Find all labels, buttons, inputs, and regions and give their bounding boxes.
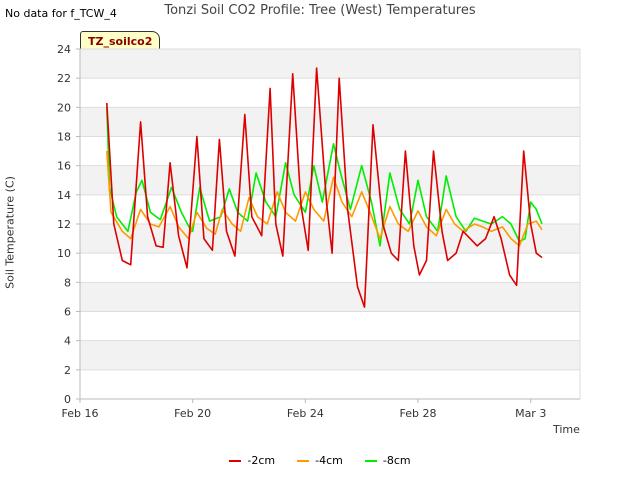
series-line-neg8cm — [106, 107, 543, 247]
no-data-notice: No data for f_TCW_4 — [5, 7, 117, 20]
y-tick-label: 6 — [64, 306, 71, 319]
y-tick-label: 2 — [64, 364, 71, 377]
legend-item: -2cm — [229, 454, 275, 467]
x-axis-label: Time — [553, 423, 580, 436]
grid-band — [80, 78, 580, 108]
chart-title: Tonzi Soil CO2 Profile: Tree (West) Temp… — [164, 3, 476, 18]
y-tick-label: 8 — [64, 276, 71, 289]
grid-band — [80, 49, 580, 79]
legend-label: -4cm — [315, 454, 343, 467]
grid-band — [80, 340, 580, 370]
y-tick-label: 10 — [57, 247, 71, 260]
grid-band — [80, 253, 580, 283]
legend-label: -8cm — [382, 454, 411, 467]
y-tick-label: 24 — [57, 43, 71, 56]
y-tick-label: 20 — [57, 101, 71, 114]
legend-label: -2cm — [247, 454, 276, 467]
legend-swatch — [364, 460, 377, 462]
series-line-neg4cm — [106, 151, 543, 247]
grid-band — [80, 107, 580, 137]
y-tick-label: 12 — [57, 218, 71, 231]
series-line-neg2cm — [106, 67, 543, 308]
grid-band — [80, 369, 580, 399]
x-tick-label: Feb 28 — [400, 407, 437, 420]
y-tick-label: 22 — [57, 72, 71, 85]
x-tick-label: Feb 24 — [287, 407, 324, 420]
legend-swatch — [229, 460, 242, 462]
legend-item: -4cm — [297, 454, 343, 467]
x-tick-label: Feb 20 — [174, 407, 211, 420]
y-tick-label: 16 — [57, 160, 71, 173]
y-tick-label: 0 — [64, 393, 71, 406]
y-tick-label: 4 — [64, 335, 71, 348]
grid-band — [80, 282, 580, 312]
y-tick-label: 18 — [57, 131, 71, 144]
x-tick-label: Mar 3 — [515, 407, 546, 420]
dataset-tag: TZ_soilco2 — [80, 31, 161, 51]
legend-swatch — [297, 460, 310, 462]
legend: -2cm -4cm -8cm — [0, 454, 640, 467]
legend-item: -8cm — [364, 454, 411, 467]
x-tick-label: Feb 16 — [62, 407, 99, 420]
grid-band — [80, 311, 580, 341]
y-tick-label: 14 — [57, 189, 71, 202]
